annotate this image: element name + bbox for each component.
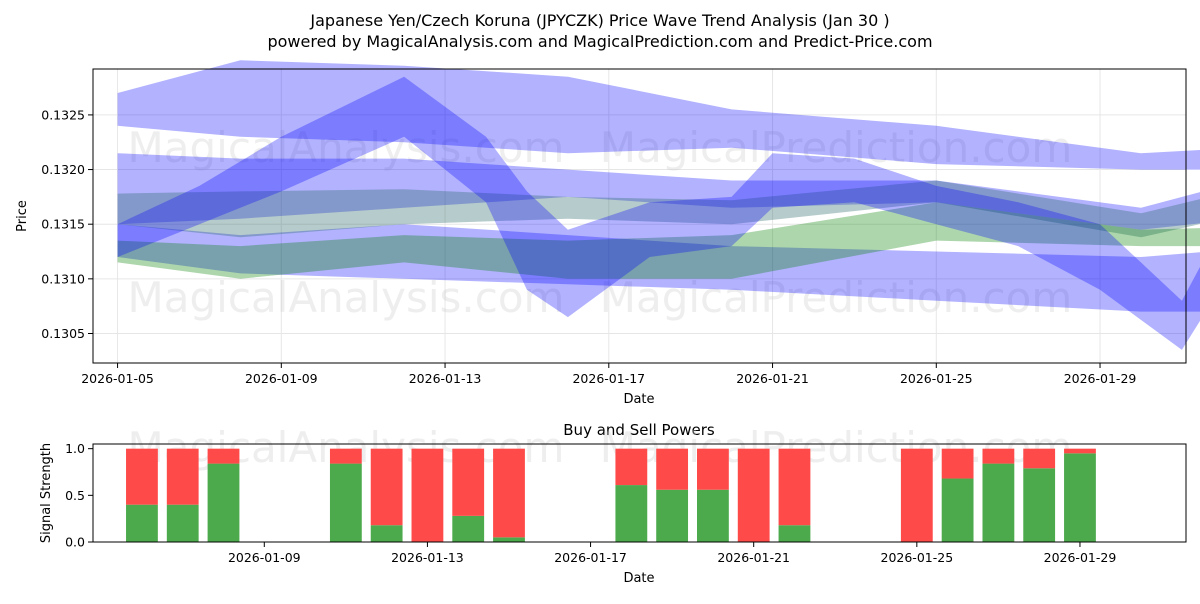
buy-sell-y-axis: 0.0 0.5 1.0	[65, 441, 93, 550]
buy-bar	[656, 489, 689, 542]
price-x-tick-label: 2026-01-13	[409, 371, 482, 386]
price-bands	[117, 60, 1200, 350]
price-plot-border	[92, 68, 1187, 364]
buy-sell-x-axis: 2026-01-09 2026-01-13 2026-01-17 2026-01-21…	[228, 542, 1116, 565]
watermark-prediction-top: MagicalPrediction.com	[600, 123, 1073, 172]
buy-sell-x-tick-label: 2026-01-09	[228, 550, 301, 565]
sell-bar	[697, 448, 729, 490]
buy-bar	[1064, 453, 1096, 542]
buy-sell-x-tick-label: 2026-01-21	[717, 550, 790, 565]
buy-sell-x-tick-label: 2026-01-25	[881, 550, 954, 565]
sell-bar	[493, 448, 525, 538]
price-y-tick-label: 0.1305	[41, 326, 85, 341]
sell-bar	[982, 448, 1015, 464]
price-band-1	[117, 153, 1200, 230]
price-band-5	[117, 76, 1200, 350]
figure-title: Japanese Yen/Czech Koruna (JPYCZK) Price…	[309, 11, 889, 30]
buy-bar	[493, 537, 525, 542]
sell-bar	[207, 448, 240, 464]
price-plot-area	[93, 69, 1186, 363]
price-x-tick-label: 2026-01-29	[1064, 371, 1137, 386]
buy-bar	[370, 525, 403, 542]
price-x-tick-label: 2026-01-25	[900, 371, 973, 386]
price-y-axis: 0.1305 0.1310 0.1315 0.1320 0.1325	[41, 107, 93, 341]
buy-sell-y-tick-label: 0.0	[65, 535, 85, 550]
buy-sell-x-label: Date	[623, 571, 654, 586]
buy-bar	[452, 515, 485, 542]
watermark-analysis-bottom: MagicalAnalysis.com	[128, 273, 565, 322]
price-x-tick-label: 2026-01-09	[245, 371, 318, 386]
sell-bar	[126, 448, 158, 505]
watermark-analysis-top: MagicalAnalysis.com	[128, 123, 565, 172]
buy-sell-x-tick-label: 2026-01-29	[1044, 550, 1117, 565]
price-band-4	[117, 202, 1200, 279]
price-x-tick-label: 2026-01-05	[81, 371, 154, 386]
buy-sell-plot-border	[92, 443, 1187, 543]
buy-bar	[1023, 468, 1056, 542]
buy-bar	[697, 489, 729, 542]
figure-subtitle: powered by MagicalAnalysis.com and Magic…	[267, 32, 932, 51]
price-x-label: Date	[623, 392, 654, 407]
sell-bar	[166, 448, 199, 505]
price-y-tick-label: 0.1325	[41, 107, 85, 122]
buy-sell-y-label: Signal Strength	[39, 443, 54, 543]
price-y-tick-label: 0.1310	[41, 271, 85, 286]
price-y-tick-label: 0.1315	[41, 217, 85, 232]
price-y-label: Price	[15, 200, 30, 232]
price-watermarks: MagicalAnalysis.com MagicalPrediction.co…	[128, 123, 1073, 322]
buy-bar	[982, 463, 1015, 542]
price-y-tick-label: 0.1320	[41, 162, 85, 177]
buy-sell-y-tick-label: 1.0	[65, 441, 85, 456]
buy-sell-x-tick-label: 2026-01-13	[391, 550, 464, 565]
price-band-0	[117, 60, 1200, 170]
price-band-3	[117, 180, 1200, 238]
price-grid	[93, 69, 1186, 363]
sell-bar	[370, 448, 403, 526]
sell-bar	[737, 448, 770, 542]
buy-bar	[329, 463, 362, 542]
sell-bar	[656, 448, 689, 490]
sell-bar	[411, 448, 444, 542]
buy-sell-panel: Buy and Sell Powers MagicalAnalysis.com …	[39, 421, 1187, 586]
sell-bar	[452, 448, 485, 516]
price-x-tick-label: 2026-01-17	[572, 371, 645, 386]
sell-bar	[1023, 448, 1056, 469]
watermark-prediction-bottom: MagicalPrediction.com	[600, 273, 1073, 322]
buy-bar	[207, 463, 240, 542]
buy-sell-x-tick-label: 2026-01-17	[554, 550, 627, 565]
buy-bar	[126, 504, 158, 542]
buy-bar	[615, 485, 648, 542]
buy-sell-title: Buy and Sell Powers	[563, 421, 715, 439]
buy-sell-bars	[126, 448, 1096, 542]
sell-bar	[615, 448, 648, 486]
price-wave-panel: MagicalAnalysis.com MagicalPrediction.co…	[15, 60, 1200, 407]
buy-bar	[941, 478, 974, 542]
buy-sell-y-tick-label: 0.5	[65, 488, 85, 503]
sell-bar	[329, 448, 362, 464]
sell-bar	[941, 448, 974, 479]
price-band-2	[117, 224, 1200, 312]
price-x-tick-label: 2026-01-21	[736, 371, 809, 386]
buy-bar	[166, 504, 199, 542]
buy-bar	[778, 525, 811, 542]
sell-bar	[778, 448, 811, 526]
sell-bar	[900, 448, 933, 542]
price-x-axis: 2026-01-05 2026-01-09 2026-01-13 2026-01-17…	[81, 363, 1136, 386]
sell-bar	[1064, 448, 1096, 454]
